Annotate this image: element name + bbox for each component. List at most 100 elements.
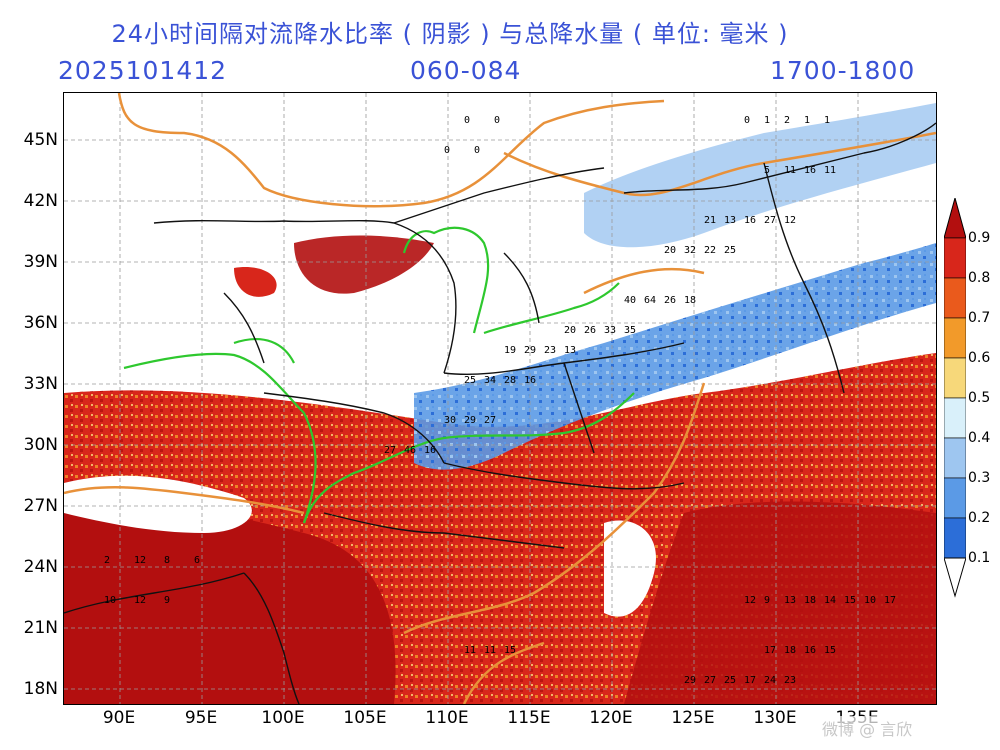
svg-text:11: 11 [484, 645, 496, 656]
svg-text:16: 16 [424, 445, 436, 456]
lat-label-30n: 30N [23, 435, 58, 455]
svg-text:15: 15 [844, 595, 856, 606]
lon-label-110e: 110E [425, 708, 469, 728]
svg-text:13: 13 [724, 215, 736, 226]
lon-label-120e: 120E [589, 708, 633, 728]
svg-text:16: 16 [744, 215, 756, 226]
svg-text:15: 15 [824, 645, 836, 656]
colorbar-segment-0.1-0.2 [944, 517, 966, 559]
lon-label-105e: 105E [343, 708, 387, 728]
svg-text:11: 11 [464, 645, 476, 656]
svg-text:26: 26 [584, 325, 596, 336]
svg-text:16: 16 [524, 375, 536, 386]
svg-text:27: 27 [764, 215, 776, 226]
colorbar-label-0.2: 0.2 [968, 510, 991, 526]
lon-label-115e: 115E [507, 708, 551, 728]
lat-label-39n: 39N [23, 252, 58, 272]
colorbar-segment-0.4-0.5 [944, 397, 966, 439]
colorbar-label-0.3: 0.3 [968, 470, 991, 486]
clear-area-se [604, 520, 656, 617]
svg-text:24: 24 [764, 675, 776, 686]
colorbar-segment-0.3-0.4 [944, 437, 966, 479]
lat-label-33n: 33N [23, 374, 58, 394]
init-date: 2025101412 [58, 56, 228, 85]
svg-text:13: 13 [564, 345, 576, 356]
svg-text:6: 6 [194, 555, 200, 566]
svg-text:20: 20 [564, 325, 576, 336]
svg-text:9: 9 [164, 595, 170, 606]
svg-text:16: 16 [804, 645, 816, 656]
svg-text:19: 19 [504, 345, 516, 356]
lon-label-125e: 125E [671, 708, 715, 728]
svg-text:46: 46 [404, 445, 416, 456]
svg-text:14: 14 [824, 595, 836, 606]
colorbar-label-0.1: 0.1 [968, 550, 991, 566]
svg-text:12: 12 [784, 215, 796, 226]
svg-text:33: 33 [604, 325, 616, 336]
lon-label-90e: 90E [102, 708, 136, 728]
colorbar-bottom-arrow [944, 557, 966, 598]
lat-label-21n: 21N [23, 618, 58, 638]
svg-text:13: 13 [784, 595, 796, 606]
svg-text:12: 12 [134, 595, 146, 606]
svg-text:25: 25 [464, 375, 476, 386]
svg-text:27: 27 [704, 675, 716, 686]
svg-text:32: 32 [684, 245, 696, 256]
stratiform-band-texture [414, 243, 936, 470]
lat-label-45n: 45N [23, 130, 58, 150]
svg-text:11: 11 [784, 165, 796, 176]
colorbar-label-0.8: 0.8 [968, 270, 991, 286]
colorbar-label-0.9: 0.9 [968, 230, 991, 246]
svg-text:26: 26 [664, 295, 676, 306]
colorbar-top-arrow [944, 198, 966, 239]
convective-nw-patch-2 [234, 267, 277, 297]
svg-text:25: 25 [724, 245, 736, 256]
svg-text:18: 18 [684, 295, 696, 306]
colorbar-label-0.5: 0.5 [968, 390, 991, 406]
clear-area-west [64, 475, 252, 533]
lat-label-24n: 24N [23, 557, 58, 577]
svg-text:18: 18 [784, 645, 796, 656]
lat-label-42n: 42N [23, 191, 58, 211]
svg-text:25: 25 [724, 675, 736, 686]
lon-label-130e: 130E [753, 708, 797, 728]
lat-label-36n: 36N [23, 313, 58, 333]
lat-label-27n: 27N [23, 496, 58, 516]
svg-text:9: 9 [764, 595, 770, 606]
rivers-orange [64, 93, 936, 704]
svg-text:30: 30 [444, 415, 456, 426]
colorbar-label-0.7: 0.7 [968, 310, 991, 326]
svg-text:8: 8 [164, 555, 170, 566]
svg-text:23: 23 [784, 675, 796, 686]
svg-text:64: 64 [644, 295, 656, 306]
svg-text:11: 11 [824, 165, 836, 176]
forecast-range: 060-084 [410, 56, 522, 85]
lat-label-18n: 18N [23, 679, 58, 699]
convective-core-sw [64, 504, 396, 704]
region-label: 1700-1800 [770, 56, 916, 85]
svg-text:0: 0 [494, 115, 500, 126]
colorbar-segment-0.7-0.8 [944, 277, 966, 319]
svg-text:21: 21 [704, 215, 716, 226]
colorbar-segment-0.8-0.9 [944, 237, 966, 279]
watermark: 微博 @ 言欣 [818, 716, 917, 740]
svg-text:27: 27 [384, 445, 396, 456]
colorbar-segment-0.5-0.6 [944, 357, 966, 399]
lon-label-95e: 95E [184, 708, 218, 728]
svg-text:0: 0 [744, 115, 750, 126]
colorbar-segment-0.6-0.7 [944, 317, 966, 359]
north-blue-patches [584, 103, 936, 248]
svg-text:15: 15 [504, 645, 516, 656]
province-borders [64, 122, 936, 704]
svg-text:40: 40 [624, 295, 636, 306]
rivers-green [123, 226, 635, 524]
chart-title: 24小时间隔对流降水比率 ( 阴影 ) 与总降水量 ( 单位: 毫米 ) [111, 20, 789, 48]
svg-text:22: 22 [704, 245, 716, 256]
svg-text:12: 12 [744, 595, 756, 606]
svg-text:16: 16 [804, 165, 816, 176]
lon-label-100e: 100E [261, 708, 305, 728]
svg-text:17: 17 [764, 645, 776, 656]
svg-text:29: 29 [684, 675, 696, 686]
